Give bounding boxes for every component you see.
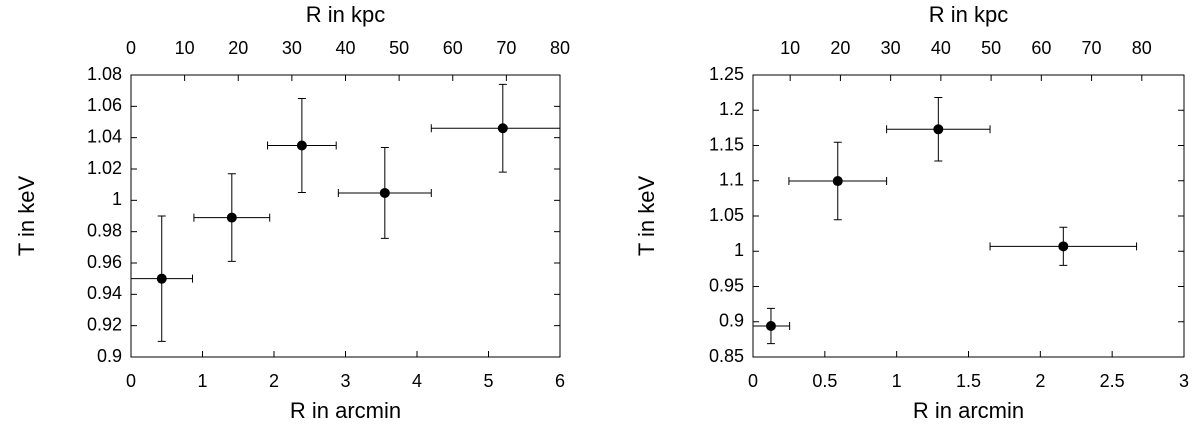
x2-tick-label: 20 [830, 38, 850, 58]
x-axis-label: R in arcmin [913, 398, 1024, 423]
x2-tick-label: 0 [126, 38, 136, 58]
x-tick-label: 2 [269, 371, 279, 391]
x2-tick-label: 50 [981, 38, 1001, 58]
data-point [832, 176, 843, 187]
x2-tick-label: 80 [1132, 38, 1152, 58]
x-tick-label: 3 [340, 371, 350, 391]
y-tick-label: 1.15 [709, 134, 744, 154]
y-tick-label: 0.96 [87, 252, 122, 272]
y-tick-label: 1.04 [87, 126, 122, 146]
x2-tick-label: 10 [175, 38, 195, 58]
data-point [156, 273, 167, 284]
error-bars [753, 97, 1138, 345]
y-tick-label: 0.85 [709, 346, 744, 366]
y-tick-label: 0.9 [97, 346, 122, 366]
x2-tick-label: 50 [389, 38, 409, 58]
y-tick-label: 1.2 [719, 99, 744, 119]
y-tick-label: 1.02 [87, 158, 122, 178]
x-tick-label: 2.5 [1100, 371, 1125, 391]
plot: 0 0.5 1 1.5 2 2.5 3 10 20 30 40 50 60 70 80 0.85 0.9 0.95… [634, 2, 1189, 423]
y-tick-label: 1 [734, 240, 744, 260]
x-tick-label: 5 [483, 371, 493, 391]
y-tick-label: 0.94 [87, 283, 122, 303]
x2-tick-label: 70 [496, 38, 516, 58]
data-point [379, 187, 390, 198]
y-tick-label: 0.92 [87, 314, 122, 334]
x2-tick-label: 20 [228, 38, 248, 58]
y-tick-label: 1 [112, 189, 122, 209]
y-tick-label: 1.25 [709, 64, 744, 84]
x2-tick-label: 40 [931, 38, 951, 58]
y-tick-label: 1.1 [719, 170, 744, 190]
y-tick-label: 0.9 [719, 311, 744, 331]
x2-tick-label: 40 [335, 38, 355, 58]
x-tick-label: 2 [1035, 371, 1045, 391]
x-tick-label: 0.5 [812, 371, 837, 391]
plot: 0 1 2 3 4 5 60 10 20 30 40 50 60 70 800.90.920.940.960… [14, 2, 570, 423]
y-tick-label: 0.95 [709, 275, 744, 295]
x2-tick-label: 80 [550, 38, 570, 58]
x-tick-label: 0 [126, 371, 136, 391]
x2-tick-label: 30 [881, 38, 901, 58]
x-tick-label: 1.5 [956, 371, 981, 391]
x2-axis-label: R in kpc [929, 2, 1008, 27]
data-point [933, 124, 944, 135]
data-point [497, 123, 508, 134]
data-point [1058, 241, 1069, 252]
y-tick-label: 0.98 [87, 220, 122, 240]
x2-tick-label: 10 [780, 38, 800, 58]
x-tick-label: 3 [1179, 371, 1189, 391]
x-tick-label: 0 [748, 371, 758, 391]
y-tick-label: 1.08 [87, 64, 122, 84]
x2-axis-label: R in kpc [306, 2, 385, 27]
y-axis-label: T in keV [634, 176, 659, 257]
x-tick-label: 1 [892, 371, 902, 391]
plot-frame [752, 74, 1185, 358]
data-point [765, 320, 776, 331]
x2-tick-label: 70 [1082, 38, 1102, 58]
error-bars [131, 83, 560, 342]
x2-tick-label: 60 [1031, 38, 1051, 58]
x-axis-label: R in arcmin [290, 398, 401, 423]
y-axis-label: T in keV [14, 176, 39, 257]
data-point [296, 140, 307, 151]
data-point [226, 212, 237, 223]
x2-tick-label: 30 [282, 38, 302, 58]
x-tick-label: 4 [412, 371, 422, 391]
x2-tick-label: 60 [443, 38, 463, 58]
y-tick-label: 1.05 [709, 205, 744, 225]
plot-frame [130, 74, 561, 358]
x-tick-label: 1 [197, 371, 207, 391]
y-tick-label: 1.06 [87, 95, 122, 115]
x-tick-label: 6 [555, 371, 565, 391]
